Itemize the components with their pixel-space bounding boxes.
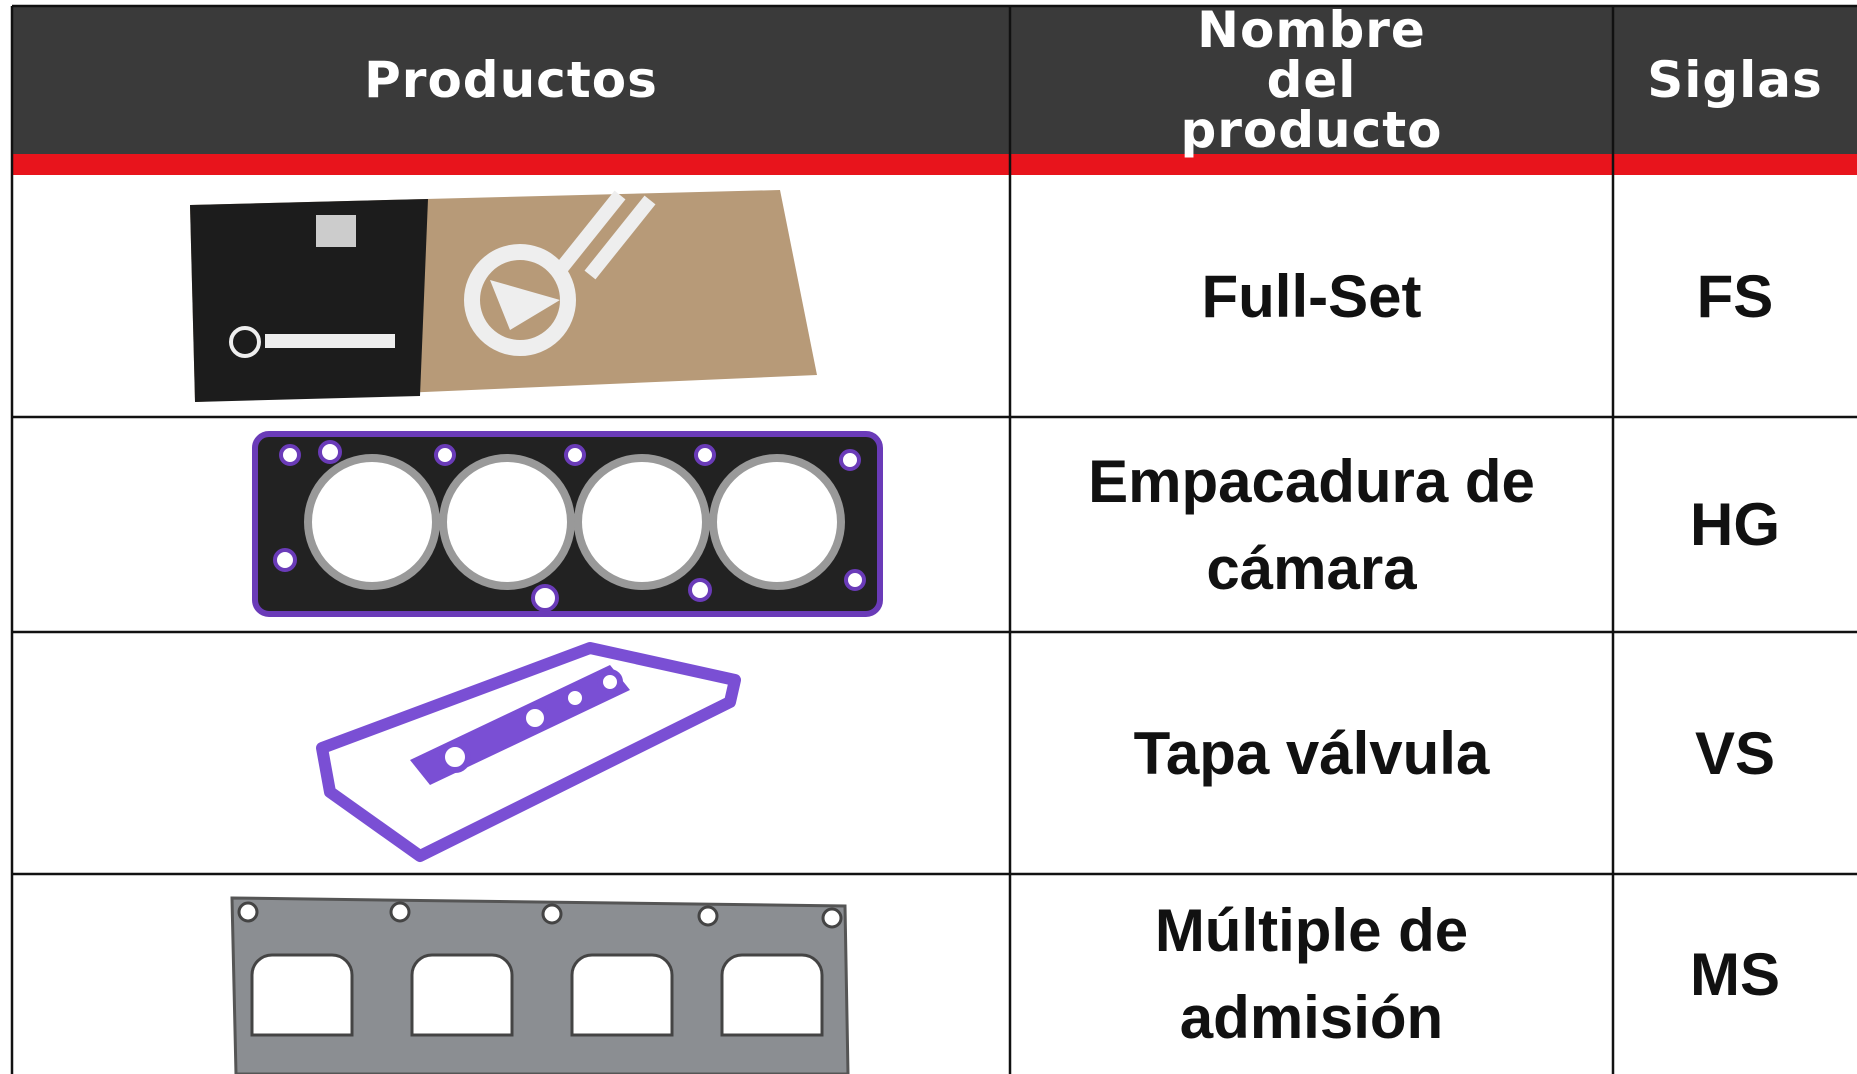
product-code: MS [1690, 940, 1780, 1008]
product-valve-cover [316, 642, 741, 862]
product-code: HG [1690, 491, 1780, 558]
product-name: Tapa válvula [1133, 719, 1490, 787]
header-bg [12, 6, 1857, 154]
product-head-gasket [252, 431, 883, 617]
product-name: Full-Set [1201, 262, 1422, 330]
header-cell: Nombre del producto [1180, 1, 1443, 159]
product-code: FS [1696, 262, 1774, 330]
header-cell: Productos [364, 51, 658, 109]
header-cell: Siglas [1647, 51, 1823, 109]
product-name: Múltiple de admisión [1154, 897, 1469, 1051]
header-stripe [12, 154, 1857, 175]
product-manifold-gasket [230, 896, 850, 1074]
grid [10, 4, 1857, 1074]
product-code: VS [1694, 719, 1776, 787]
product-box [190, 190, 817, 402]
product-name: Empacadura de cámara [1088, 447, 1535, 602]
